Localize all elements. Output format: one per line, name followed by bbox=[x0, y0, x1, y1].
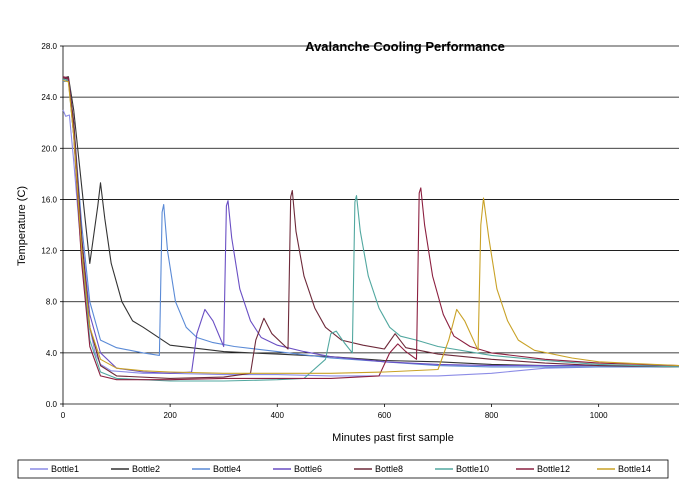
chart-title: Avalanche Cooling Performance bbox=[305, 39, 505, 54]
legend-label: Bottle10 bbox=[456, 464, 489, 474]
legend-label: Bottle1 bbox=[51, 464, 79, 474]
series-line-bottle12 bbox=[62, 76, 680, 381]
x-tick-label: 1000 bbox=[590, 411, 608, 420]
series-line-bottle1 bbox=[62, 109, 680, 377]
y-tick-label: 24.0 bbox=[41, 93, 57, 102]
legend-label: Bottle2 bbox=[132, 464, 160, 474]
legend-label: Bottle12 bbox=[537, 464, 570, 474]
plot-area bbox=[62, 76, 680, 382]
y-tick-labels: 0.0 4.0 8.0 12.0 16.0 20.0 24.0 28.0 bbox=[41, 42, 63, 409]
series-line-bottle10 bbox=[62, 78, 680, 382]
y-tick-label: 4.0 bbox=[46, 349, 58, 358]
series-line-bottle6 bbox=[63, 77, 679, 374]
gridlines bbox=[62, 45, 679, 405]
legend-label: Bottle6 bbox=[294, 464, 322, 474]
x-tick-label: 600 bbox=[378, 411, 392, 420]
y-tick-label: 20.0 bbox=[41, 144, 57, 153]
legend: Bottle1 Bottle2 Bottle4 Bottle6 Bottle8 Bottl… bbox=[30, 464, 651, 474]
series-line-bottle2 bbox=[62, 76, 679, 367]
x-tick-labels: 0 200 400 600 800 1000 bbox=[61, 404, 608, 420]
x-tick-label: 400 bbox=[271, 411, 285, 420]
y-tick-label: 0.0 bbox=[46, 400, 58, 409]
series-line-bottle4 bbox=[62, 79, 679, 368]
x-axis-label: Minutes past first sample bbox=[332, 432, 454, 444]
x-tick-label: 800 bbox=[485, 411, 499, 420]
x-tick-label: 200 bbox=[163, 411, 177, 420]
legend-box bbox=[17, 459, 669, 479]
y-tick-label: 28.0 bbox=[41, 42, 57, 51]
y-tick-label: 8.0 bbox=[46, 298, 58, 307]
legend-label: Bottle8 bbox=[375, 464, 403, 474]
y-axis-label: Temperature (C) bbox=[16, 186, 28, 266]
legend-label: Bottle14 bbox=[618, 464, 651, 474]
series-line-bottle14 bbox=[62, 79, 680, 374]
x-tick-label: 0 bbox=[61, 411, 66, 420]
y-tick-label: 16.0 bbox=[41, 195, 57, 204]
y-tick-label: 12.0 bbox=[41, 247, 57, 256]
series-line-bottle8 bbox=[62, 77, 680, 379]
legend-label: Bottle4 bbox=[213, 464, 241, 474]
